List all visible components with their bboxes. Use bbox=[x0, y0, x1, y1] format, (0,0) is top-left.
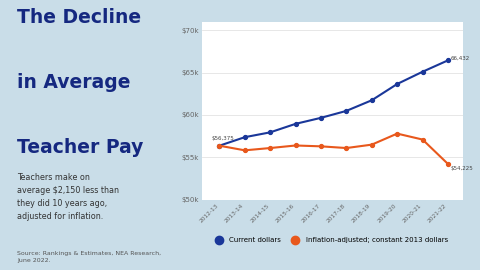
Text: $56,375: $56,375 bbox=[212, 136, 235, 141]
Legend: Current dollars, Inflation-adjusted; constant 2013 dollars: Current dollars, Inflation-adjusted; con… bbox=[209, 235, 451, 246]
Text: Source: Rankings & Estimates, NEA Research,
June 2022.: Source: Rankings & Estimates, NEA Resear… bbox=[17, 251, 161, 263]
Text: 66,432: 66,432 bbox=[451, 56, 470, 61]
Text: Teachers make on
average $2,150 less than
they did 10 years ago,
adjusted for in: Teachers make on average $2,150 less tha… bbox=[17, 173, 119, 221]
Text: The Decline: The Decline bbox=[17, 8, 141, 27]
Text: Teacher Pay: Teacher Pay bbox=[17, 138, 144, 157]
Text: $54,225: $54,225 bbox=[451, 166, 473, 171]
Text: in Average: in Average bbox=[17, 73, 131, 92]
